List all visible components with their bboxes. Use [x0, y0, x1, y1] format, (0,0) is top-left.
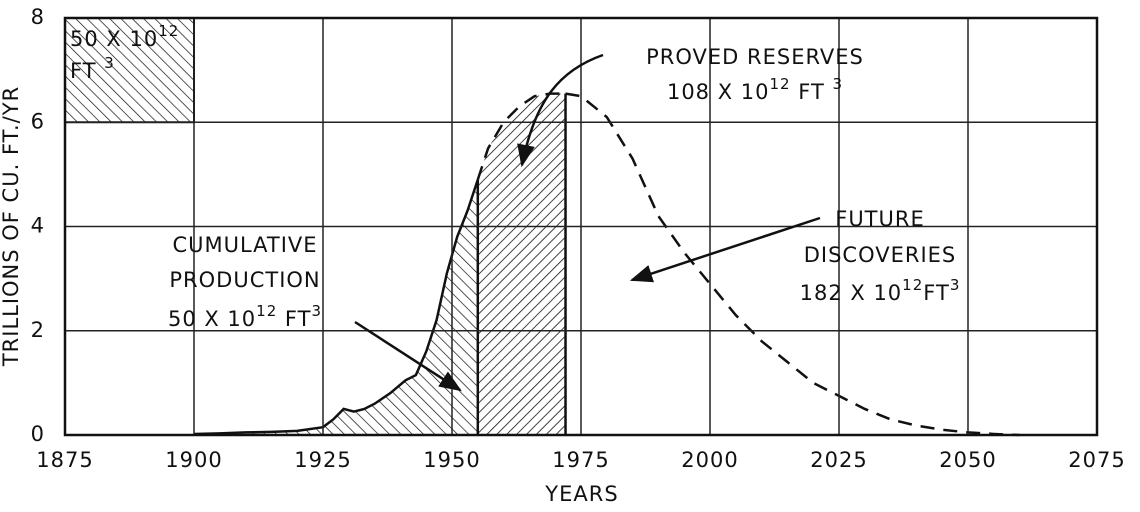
x-tick-label: 1975: [552, 448, 609, 472]
curve: [565, 92, 1020, 437]
arrow: [354, 320, 462, 392]
annotation-part: 12: [256, 302, 277, 320]
annotation-part: FUTURE: [835, 207, 925, 231]
annotation-part: FT: [923, 281, 950, 305]
curve: [193, 179, 479, 436]
hatched-area: [194, 179, 478, 435]
y-tick-label: 0: [31, 422, 45, 446]
x-tick-label: 1875: [36, 448, 93, 472]
arrow: [517, 53, 604, 168]
annotation-part: 50 X 10: [70, 27, 158, 51]
annotation-part: 3: [832, 75, 843, 93]
y-axis-label: TRILLIONS OF CU. FT./YR: [0, 86, 23, 367]
y-tick-label: 4: [31, 214, 45, 238]
annotation: CUMULATIVE: [172, 233, 317, 257]
x-axis-label: YEARS: [544, 482, 618, 506]
annotation: FT 3: [70, 54, 115, 84]
annotation-part: CUMULATIVE: [172, 233, 317, 257]
arrow: [629, 216, 821, 283]
annotation: PRODUCTION: [169, 268, 320, 292]
plot-frame: [63, 16, 1099, 437]
y-tick-label: 8: [31, 5, 45, 29]
annotation-part: 12: [902, 276, 923, 294]
x-tick-label: 2050: [939, 448, 996, 472]
annotation-part: 3: [311, 302, 322, 320]
annotation: 50 X 1012 FT3: [168, 302, 322, 332]
annotation: 182 X 1012FT3: [800, 276, 961, 306]
annotation-part: PROVED RESERVES: [646, 45, 864, 69]
x-tick-label: 2075: [1068, 448, 1125, 472]
annotation-part: 182 X 10: [800, 281, 903, 305]
annotation: DISCOVERIES: [804, 243, 957, 267]
x-tick-label: 1950: [423, 448, 480, 472]
x-tick-label: 1900: [165, 448, 222, 472]
annotation: 108 X 1012 FT 3: [667, 75, 843, 105]
y-tick-label: 2: [31, 318, 45, 342]
annotation-part: 3: [104, 54, 115, 72]
x-tick-label: 2025: [810, 448, 867, 472]
annotation-part: 3: [950, 276, 961, 294]
annotation-part: PRODUCTION: [169, 268, 320, 292]
annotation-part: 12: [158, 22, 179, 40]
annotation-part: FT: [791, 80, 833, 104]
plot-layer: 1875 1900 1925 1950 1975 2000 2025 2050 2075 0 2 4 6…: [31, 5, 1125, 472]
annotation: FUTURE: [835, 207, 925, 231]
annotation-part: 108 X 10: [667, 80, 770, 104]
hatched-area: [477, 93, 566, 436]
x-tick-label: 2000: [681, 448, 738, 472]
annotation-part: FT: [277, 307, 311, 331]
annotation-part: FT: [70, 59, 104, 83]
x-tick-label: 1925: [294, 448, 351, 472]
annotation: 50 X 1012: [70, 22, 179, 52]
y-tick-label: 6: [31, 109, 45, 133]
annotation-part: DISCOVERIES: [804, 243, 957, 267]
annotation-part: 12: [770, 75, 791, 93]
annotation-part: 50 X 10: [168, 307, 256, 331]
annotation: PROVED RESERVES: [646, 45, 864, 69]
key-box: [64, 17, 195, 124]
